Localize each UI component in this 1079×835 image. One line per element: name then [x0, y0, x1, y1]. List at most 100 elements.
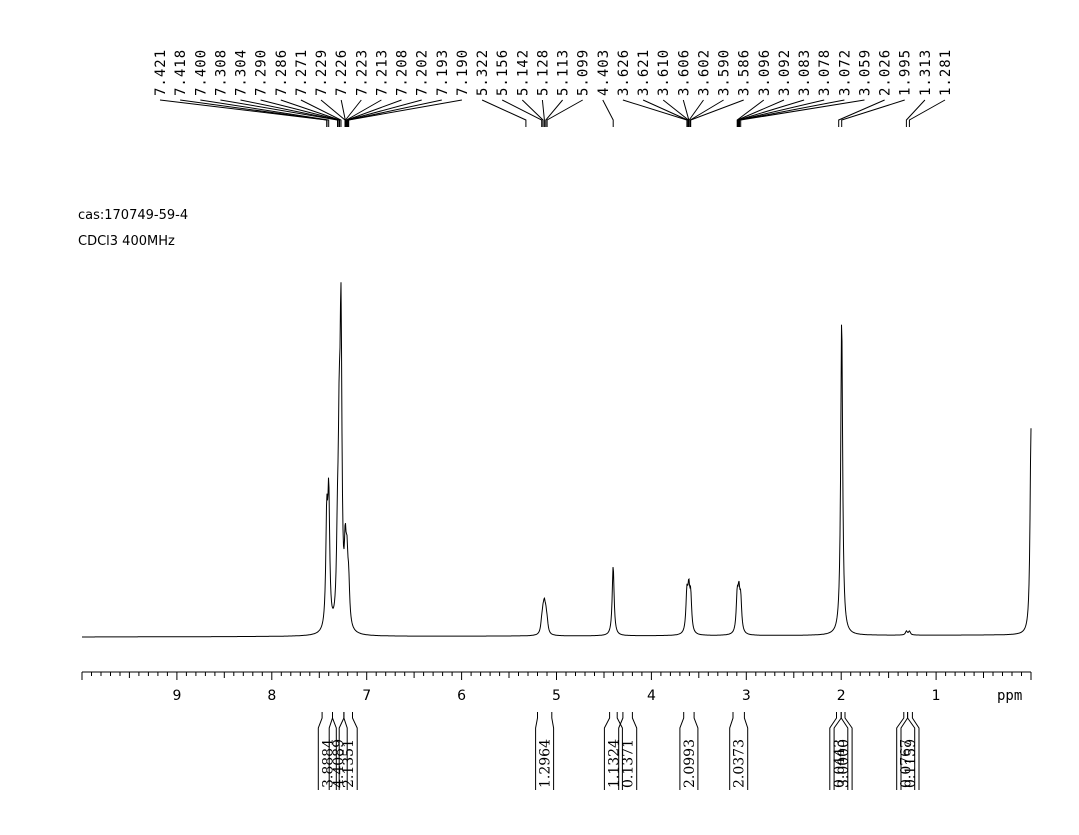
integral-bracket-left — [317, 712, 323, 790]
x-tick-label: 3 — [742, 688, 751, 704]
peak-leader-line — [739, 99, 845, 127]
integral-bracket-right — [911, 712, 920, 790]
peak-shift-label: 2.026 — [878, 49, 894, 96]
peak-leader-line — [690, 99, 744, 127]
peak-shift-label: 3.096 — [757, 49, 773, 96]
integral-bracket-right — [631, 712, 638, 790]
peak-shift-label: 7.223 — [354, 49, 370, 96]
peak-leader-line — [481, 99, 527, 127]
peak-leader-line — [622, 99, 688, 127]
integral-bracket-left — [900, 712, 909, 790]
integral-bracket-left — [338, 712, 345, 790]
integral-value-label: 0.0443 — [832, 739, 848, 788]
peak-shift-label: 7.213 — [374, 49, 390, 96]
peak-shift-label: 3.621 — [636, 49, 652, 96]
integral-value-label: 2.1351 — [341, 739, 357, 788]
peak-shift-label: 3.626 — [616, 49, 632, 96]
peak-shift-label: 7.418 — [173, 49, 189, 96]
integral-bracket-left — [603, 712, 611, 790]
integral-bracket-left — [535, 712, 538, 790]
integral-bracket-left — [896, 712, 905, 790]
peak-leader-line — [642, 99, 688, 127]
peak-leader-line — [541, 99, 545, 127]
integral-value-label: 0.1159 — [903, 739, 919, 788]
peak-shift-label: 7.286 — [274, 49, 290, 96]
peak-shift-label: 7.400 — [193, 49, 209, 96]
peak-shift-label: 7.202 — [415, 49, 431, 96]
peak-leader-line — [740, 99, 865, 127]
peak-leader-group — [159, 99, 946, 127]
x-tick-label: 7 — [362, 688, 371, 704]
integral-bracket-right — [844, 712, 853, 790]
peak-shift-label: 3.610 — [656, 49, 672, 96]
x-tick-labels: 9 8 7 6 5 4 3 2 1 — [172, 688, 940, 704]
integral-value-label: 2.0373 — [732, 739, 748, 788]
peak-leader-line — [738, 99, 825, 127]
peak-shift-label: 3.586 — [737, 49, 753, 96]
peak-leader-line — [908, 99, 946, 127]
peak-leader-line — [280, 99, 341, 127]
integral-bracket-right — [352, 712, 358, 790]
peak-leader-line — [200, 99, 330, 127]
peak-leader-line — [348, 99, 462, 127]
x-tick-label: 5 — [552, 688, 561, 704]
integral-value-label: 0.0767 — [899, 739, 915, 788]
peak-leader-line — [501, 99, 543, 127]
integral-bracket-right — [551, 712, 555, 790]
integral-bracket-left — [833, 712, 842, 790]
integral-value-label: 0.1371 — [621, 739, 637, 788]
peak-leader-line — [905, 99, 926, 127]
peak-leader-line — [838, 99, 885, 127]
peak-shift-label: 1.995 — [898, 49, 914, 96]
peak-shift-label: 3.059 — [858, 49, 874, 96]
peak-leader-line — [345, 99, 362, 127]
peak-shift-label: 7.271 — [294, 49, 310, 96]
peak-leader-line — [602, 99, 614, 127]
x-tick-label: 1 — [932, 688, 941, 704]
peak-shift-label: 7.229 — [314, 49, 330, 96]
integral-value-label: 3.0000 — [836, 739, 852, 788]
peak-shift-label: 5.142 — [515, 49, 531, 96]
integral-bracket-right — [616, 712, 623, 790]
peak-shift-label: 7.421 — [153, 49, 169, 96]
peak-leader-line — [545, 99, 563, 127]
integral-bracket-right — [693, 712, 699, 790]
integral-bracket-left — [829, 712, 837, 790]
peak-leader-line — [300, 99, 342, 127]
integral-bracket-left — [618, 712, 624, 790]
peak-shift-label: 3.092 — [777, 49, 793, 96]
integral-bracket-left — [729, 712, 734, 790]
x-tick-label: 8 — [267, 688, 276, 704]
peak-shift-label: 3.602 — [697, 49, 713, 96]
peak-shift-label: 5.113 — [556, 49, 572, 96]
x-tick-label: 6 — [457, 688, 466, 704]
peak-shift-label: 5.099 — [576, 49, 592, 96]
integral-bracket-left — [679, 712, 685, 790]
peak-shift-label: 3.590 — [717, 49, 733, 96]
peak-leader-line — [688, 99, 704, 127]
peak-shift-label: 3.083 — [797, 49, 813, 96]
peak-shift-label: 7.193 — [435, 49, 451, 96]
solvent-frequency-label: CDCl3 400MHz — [78, 234, 175, 249]
peak-leader-line — [737, 99, 785, 127]
peak-shift-label: 5.322 — [475, 49, 491, 96]
peak-shift-label: 4.403 — [596, 49, 612, 96]
peak-shift-label: 7.190 — [455, 49, 471, 96]
cas-label: cas:170749-59-4 — [78, 208, 188, 223]
peak-shift-label: 7.304 — [234, 49, 250, 96]
peak-leader-line — [841, 99, 905, 127]
peak-shift-label: 3.606 — [676, 49, 692, 96]
x-axis-unit-label: ppm — [997, 688, 1022, 704]
peak-shift-label: 1.281 — [938, 49, 954, 96]
integral-bracket-right — [743, 712, 749, 790]
spectrum-trace — [82, 282, 1032, 638]
peak-shift-label: 3.078 — [817, 49, 833, 96]
integral-value-label: 2.0993 — [682, 739, 698, 788]
peak-shift-label: 7.290 — [254, 49, 270, 96]
peak-shift-label: 5.156 — [495, 49, 511, 96]
peak-shift-label: 7.226 — [334, 49, 350, 96]
peak-shift-label: 5.128 — [535, 49, 551, 96]
peak-label-group: 7.421 7.418 7.400 7.308 7.304 7.290 7.286 7.271… — [153, 49, 954, 96]
